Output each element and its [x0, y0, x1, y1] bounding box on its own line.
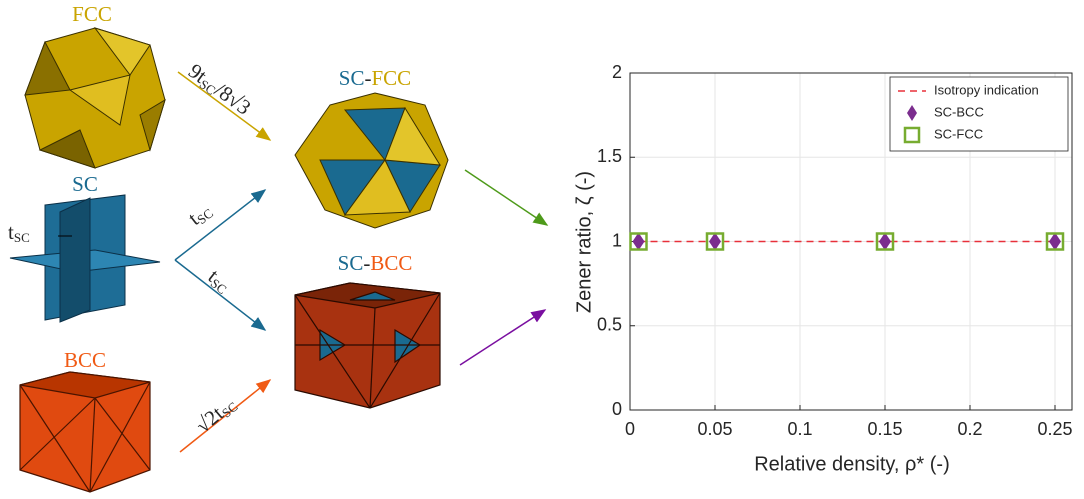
x-tick-label: 0.1 — [787, 419, 812, 439]
sc-fcc-shape — [295, 93, 448, 228]
label-bcc: BCC — [64, 348, 106, 372]
chart: Relative density, ρ* (-) Zener ratio, ζ … — [573, 62, 1072, 476]
arrow — [175, 190, 265, 260]
y-axis-label: Zener ratio, ζ (-) — [573, 171, 595, 313]
figure: FCC SC tSC BCC SC-FCC — [0, 0, 1084, 499]
x-tick-label: 0 — [625, 419, 635, 439]
y-tick-label: 0 — [612, 399, 622, 419]
x-axis-label: Relative density, ρ* (-) — [754, 453, 950, 475]
legend: Isotropy indication SC-BCC SC-FCC — [890, 77, 1068, 151]
part: SC — [339, 66, 365, 90]
y-tick-label: 0.5 — [597, 315, 622, 335]
arrow — [465, 170, 547, 225]
legend-label: SC-BCC — [934, 104, 984, 119]
legend-label: SC-FCC — [934, 126, 983, 141]
sc-shape — [10, 195, 160, 322]
label-sc-bcc: SC-BCC — [338, 251, 413, 275]
sc-bcc-shape — [295, 283, 440, 408]
diagram: FCC SC tSC BCC SC-FCC — [8, 2, 547, 492]
y-tick-label: 1.5 — [597, 146, 622, 166]
arrow-label: 9tSC/8√3 — [184, 59, 256, 121]
x-tick-label: 0.2 — [957, 419, 982, 439]
arrow-label: √2tSC — [191, 391, 241, 438]
x-tick-label: 0.25 — [1037, 419, 1072, 439]
arrow-label: tSC — [203, 264, 236, 297]
sub: SC — [14, 230, 30, 245]
arrow — [460, 310, 545, 365]
y-tick-label: 1 — [612, 230, 622, 250]
legend-label: Isotropy indication — [934, 82, 1039, 97]
part: FCC — [371, 66, 411, 90]
arrow-label: tSC — [183, 197, 216, 230]
label-sc-fcc: SC-FCC — [339, 66, 411, 90]
y-tick-label: 2 — [612, 62, 622, 82]
part: - — [364, 66, 371, 90]
x-tick-label: 0.15 — [867, 419, 902, 439]
label-thickness: tSC — [8, 220, 30, 245]
fcc-shape — [25, 28, 165, 168]
bcc-shape — [20, 372, 150, 492]
x-tick-label: 0.05 — [697, 419, 732, 439]
part: - — [363, 251, 370, 275]
part: SC — [338, 251, 364, 275]
label-fcc: FCC — [72, 2, 112, 26]
part: BCC — [370, 251, 412, 275]
label-sc: SC — [72, 172, 98, 196]
